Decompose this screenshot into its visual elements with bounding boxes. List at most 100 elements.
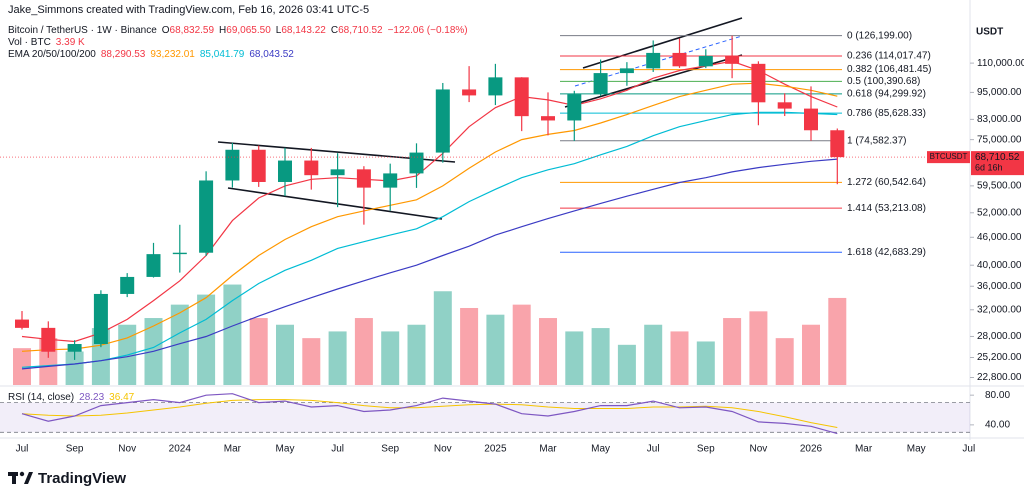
volume-bar bbox=[670, 331, 689, 385]
fib-label: 0.382 (106,481.45) bbox=[847, 64, 932, 75]
x-tick-label: Nov bbox=[750, 444, 768, 455]
fib-label: 1.414 (53,213.08) bbox=[847, 203, 926, 214]
y-tick-label: 32,000.00 bbox=[977, 304, 1022, 315]
price-tag-box bbox=[971, 151, 1024, 176]
volume-bar bbox=[197, 294, 216, 385]
volume-bar bbox=[565, 331, 584, 385]
price-tag-symbol: BTCUSDT bbox=[930, 152, 968, 161]
x-tick-label: Nov bbox=[118, 444, 136, 455]
candle-body bbox=[304, 160, 319, 176]
candle-body bbox=[409, 152, 424, 174]
candle-body bbox=[383, 173, 398, 188]
logo-mark bbox=[24, 472, 33, 484]
x-tick-label: Jul bbox=[331, 444, 344, 455]
volume-bar bbox=[407, 324, 426, 385]
candle-body bbox=[725, 55, 740, 64]
candle-body bbox=[356, 169, 371, 188]
rsi-label: RSI (14, close) bbox=[8, 392, 74, 403]
ohlc-value: 69,065.50 bbox=[226, 25, 271, 36]
y-tick-label: 36,000.00 bbox=[977, 281, 1022, 292]
logo-mark bbox=[19, 471, 25, 477]
rsi-value: 28.23 bbox=[79, 392, 104, 403]
volume-bar bbox=[170, 304, 189, 385]
candle-body bbox=[199, 180, 214, 253]
candle-body bbox=[619, 68, 634, 74]
x-tick-label: Jul bbox=[647, 444, 660, 455]
candle-body bbox=[646, 52, 661, 69]
change: −122.06 (−0.18%) bbox=[388, 25, 468, 36]
rsi-legend: RSI (14, close) 28.23 36.47 bbox=[8, 392, 135, 403]
trendline bbox=[227, 187, 443, 220]
x-tick-label: 2026 bbox=[800, 444, 823, 455]
y-tick-label: 110,000.00 bbox=[977, 58, 1024, 69]
ema-label: EMA 20/50/100/200 bbox=[8, 49, 96, 60]
ema-line bbox=[21, 60, 838, 343]
volume-bar bbox=[617, 344, 636, 385]
ema-line bbox=[21, 111, 838, 368]
volume-bar bbox=[65, 351, 84, 385]
fib-label: 0.618 (94,299.92) bbox=[847, 89, 926, 100]
rsi-line bbox=[21, 393, 838, 435]
rsi-tick-label: 80.00 bbox=[985, 390, 1010, 401]
x-tick-label: Jul bbox=[16, 444, 29, 455]
volume-bar bbox=[591, 328, 610, 385]
ema-legend: EMA 20/50/100/200 88,290.53 93,232.01 85,04… bbox=[8, 49, 294, 60]
fib-label: 0.236 (114,017.47) bbox=[847, 51, 931, 62]
candle-body bbox=[698, 55, 713, 67]
y-tick-label: 46,000.00 bbox=[977, 232, 1022, 243]
x-tick-label: Mar bbox=[224, 444, 242, 455]
currency-label: USDT bbox=[976, 27, 1003, 38]
y-tick-label: 83,000.00 bbox=[977, 114, 1022, 125]
volume-bar bbox=[802, 324, 820, 385]
x-tick-label: 2024 bbox=[169, 444, 192, 455]
candle-body bbox=[225, 149, 240, 181]
fib-label: 0 (126,199.00) bbox=[847, 30, 912, 41]
candle-body bbox=[751, 63, 766, 103]
candle-body bbox=[120, 276, 135, 294]
candle-body bbox=[172, 252, 187, 255]
x-tick-label: Sep bbox=[697, 444, 715, 455]
ohlc-key: L bbox=[276, 25, 282, 36]
x-tick-label: Mar bbox=[855, 444, 873, 455]
volume-label: Vol · BTC bbox=[8, 37, 51, 48]
volume-bar bbox=[723, 318, 742, 385]
ema-value: 93,232.01 bbox=[150, 49, 195, 60]
volume-bar bbox=[381, 331, 400, 385]
rsi-band-fill bbox=[0, 402, 970, 433]
candle-body bbox=[777, 102, 792, 109]
volume-bar bbox=[302, 338, 321, 385]
candle-body bbox=[251, 149, 266, 182]
volume-bar bbox=[828, 297, 847, 385]
candle-body bbox=[15, 319, 29, 328]
x-tick-label: Sep bbox=[66, 444, 84, 455]
ohlc-key: H bbox=[219, 25, 226, 36]
y-tick-label: 52,000.00 bbox=[977, 207, 1022, 218]
price-tag-countdown: 6d 16h bbox=[975, 162, 1003, 172]
ema-line bbox=[21, 82, 838, 352]
x-tick-label: Jul bbox=[962, 444, 975, 455]
volume-value: 3.39 K bbox=[56, 37, 85, 48]
price-tag-symbol-box bbox=[927, 151, 970, 164]
volume-bar bbox=[460, 307, 479, 385]
volume-bar bbox=[539, 318, 557, 385]
fib-label: 0.786 (85,628.33) bbox=[847, 108, 926, 119]
volume-bar bbox=[13, 348, 31, 385]
candle-body bbox=[830, 130, 845, 158]
volume-bar bbox=[696, 341, 715, 385]
price-tag-value: 68,710.52 bbox=[975, 152, 1020, 163]
candle-body bbox=[541, 116, 555, 121]
x-tick-label: Nov bbox=[434, 444, 452, 455]
x-tick-label: May bbox=[591, 444, 610, 455]
symbol-legend: Bitcoin / TetherUS · 1W · Binance O68,832… bbox=[8, 25, 468, 36]
volume-bar bbox=[328, 331, 347, 385]
x-tick-label: Sep bbox=[381, 444, 399, 455]
candle-body bbox=[672, 52, 687, 67]
y-tick-label: 22,800.00 bbox=[977, 372, 1022, 383]
fib-label: 0.5 (100,390.68) bbox=[847, 76, 920, 87]
candle-body bbox=[804, 108, 818, 131]
volume-bar bbox=[644, 324, 663, 385]
candle-body bbox=[435, 89, 450, 153]
candle-body bbox=[462, 89, 477, 96]
